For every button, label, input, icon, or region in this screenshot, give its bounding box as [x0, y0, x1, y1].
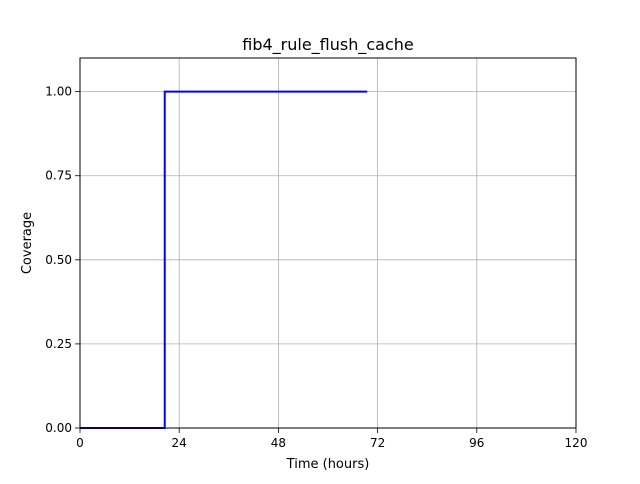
y-tick-label: 0.25	[45, 337, 72, 351]
y-tick-label: 0.50	[45, 253, 72, 267]
y-axis-label: Coverage	[20, 212, 35, 274]
x-axis-ticks: 0 24 48 72 96 120	[76, 428, 587, 450]
x-tick-label: 24	[172, 436, 187, 450]
y-tick-label: 0.00	[45, 421, 72, 435]
y-tick-label: 0.75	[45, 169, 72, 183]
x-axis-label: Time (hours)	[286, 457, 370, 472]
y-tick-label: 1.00	[45, 85, 72, 99]
plot-frame	[79, 57, 577, 429]
chart-title: fib4_rule_flush_cache	[242, 35, 414, 55]
x-tick-label: 48	[271, 436, 286, 450]
x-tick-label: 0	[76, 436, 84, 450]
y-axis-ticks: 0.00 0.25 0.50 0.75 1.00	[45, 85, 80, 435]
x-tick-label: 120	[565, 436, 588, 450]
x-tick-label: 72	[370, 436, 385, 450]
x-tick-label: 96	[469, 436, 484, 450]
